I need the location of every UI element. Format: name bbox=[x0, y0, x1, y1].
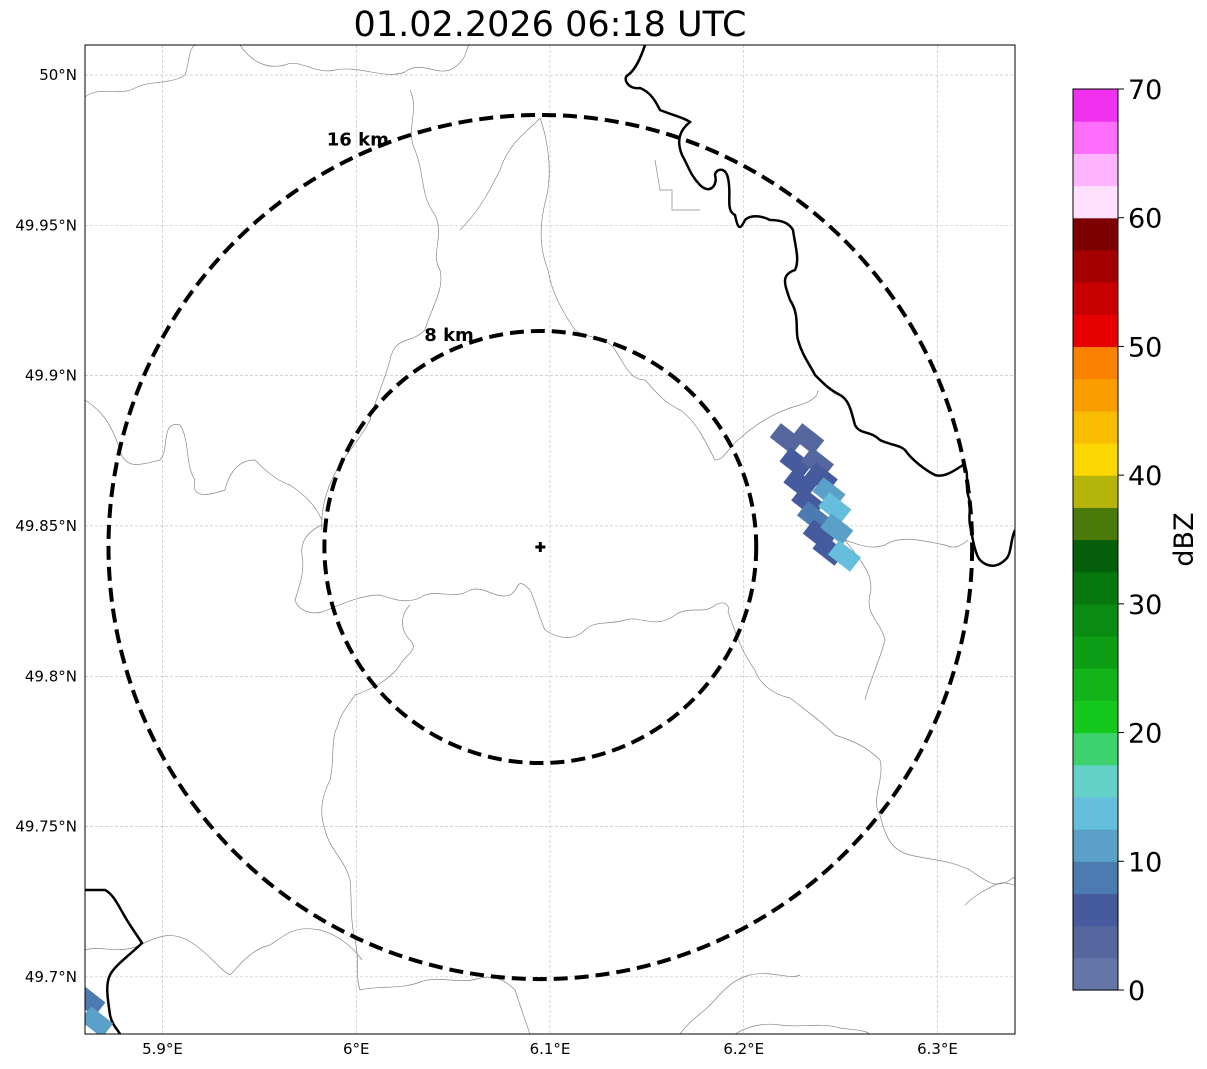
map-background bbox=[85, 45, 1015, 1034]
gridlines bbox=[85, 45, 1015, 1034]
lat-tick-label: 49.7°N bbox=[25, 968, 77, 986]
lon-tick-label: 6.1°E bbox=[530, 1040, 571, 1058]
colorbar-segment bbox=[1073, 796, 1118, 830]
colorbar-segment bbox=[1073, 893, 1118, 927]
colorbar-segment bbox=[1073, 925, 1118, 959]
lon-tick-label: 5.9°E bbox=[142, 1040, 183, 1058]
colorbar-segment bbox=[1073, 957, 1118, 991]
boundary-line bbox=[85, 45, 196, 98]
colorbar-segment bbox=[1073, 732, 1118, 766]
boundary-line bbox=[321, 583, 729, 638]
boundary-line bbox=[294, 524, 323, 614]
boundary-line bbox=[85, 399, 323, 521]
colorbar-tick-label: 60 bbox=[1128, 204, 1162, 235]
boundary-line bbox=[727, 611, 1015, 885]
radar-echoes bbox=[85, 423, 862, 1034]
colorbar-segment bbox=[1073, 121, 1118, 154]
axis-ticks: 49.7°N 49.75°N 49.8°N 49.85°N 49.9°N 49.95°N 5… bbox=[15, 66, 958, 1058]
colorbar-tick-label: 0 bbox=[1128, 976, 1145, 1007]
boundary-line bbox=[679, 973, 801, 1034]
echo-cell bbox=[779, 447, 813, 479]
range-ring bbox=[322, 328, 759, 766]
colorbar-segment bbox=[1073, 700, 1118, 734]
boundary-line bbox=[734, 1023, 871, 1034]
colorbar-tick-label: 40 bbox=[1128, 461, 1162, 492]
lon-tick-label: 6°E bbox=[343, 1040, 370, 1058]
colorbar-tick-label: 10 bbox=[1128, 847, 1162, 878]
colorbar-segment bbox=[1073, 282, 1118, 315]
colorbar-segment bbox=[1073, 185, 1118, 219]
echo-cell bbox=[820, 513, 854, 545]
colorbar-tick-label: 20 bbox=[1128, 719, 1162, 750]
lat-tick-label: 49.8°N bbox=[25, 667, 77, 685]
colorbar-tick-label: 30 bbox=[1128, 590, 1162, 621]
colorbar-segment bbox=[1073, 475, 1118, 508]
boundary-line bbox=[539, 117, 739, 461]
echo-cell bbox=[796, 501, 831, 533]
colorbar-segment bbox=[1073, 89, 1118, 122]
colorbar-segment bbox=[1073, 314, 1118, 348]
boundary-line bbox=[654, 159, 700, 211]
echo-cell bbox=[791, 423, 825, 455]
range-ring-label: 8 km bbox=[424, 325, 474, 346]
colorbar-segment bbox=[1073, 346, 1118, 380]
echo-cell bbox=[85, 1006, 114, 1034]
range-ring bbox=[106, 112, 975, 982]
colorbar-tick-label: 50 bbox=[1128, 332, 1162, 363]
colorbar-segment bbox=[1073, 378, 1118, 412]
boundary-line bbox=[321, 724, 421, 991]
colorbar-segment bbox=[1073, 442, 1118, 476]
colorbar-segment bbox=[1073, 603, 1118, 637]
range-rings: 8 km 16 km bbox=[106, 112, 975, 982]
border-line bbox=[85, 888, 144, 1034]
lat-tick-label: 49.95°N bbox=[15, 216, 77, 234]
range-ring-label: 16 km bbox=[327, 129, 389, 150]
lat-tick-label: 49.9°N bbox=[25, 367, 77, 385]
colorbar-segment bbox=[1073, 636, 1118, 669]
colorbar-segment bbox=[1073, 507, 1118, 541]
boundary-line bbox=[459, 117, 541, 231]
colorbar-segment bbox=[1073, 410, 1118, 444]
echo-cell bbox=[818, 492, 852, 524]
admin-boundaries bbox=[85, 45, 1015, 1034]
colorbar-segment bbox=[1073, 217, 1118, 251]
colorbar: 0 10 20 30 40 50 60 70 dBZ bbox=[1072, 75, 1200, 1007]
map-frame bbox=[84, 44, 1016, 1035]
lat-tick-label: 49.85°N bbox=[15, 517, 77, 535]
colorbar-segment bbox=[1073, 861, 1118, 895]
echo-cell bbox=[85, 985, 106, 1017]
boundary-line bbox=[844, 539, 886, 701]
lat-tick-label: 50°N bbox=[39, 66, 77, 84]
colorbar-segment bbox=[1073, 153, 1118, 187]
boundary-line bbox=[321, 89, 442, 531]
echo-cell bbox=[827, 540, 862, 572]
colorbar-segment bbox=[1073, 249, 1118, 283]
colorbar-segment bbox=[1073, 539, 1118, 573]
echo-cell bbox=[769, 423, 803, 455]
colorbar-segment bbox=[1073, 829, 1118, 862]
plot-title: 01.02.2026 06:18 UTC bbox=[353, 5, 747, 45]
colorbar-label: dBZ bbox=[1169, 512, 1200, 566]
colorbar-frame bbox=[1072, 88, 1119, 991]
colorbar-segment bbox=[1073, 571, 1118, 605]
boundary-line bbox=[737, 389, 819, 441]
lat-tick-label: 49.75°N bbox=[15, 818, 77, 836]
boundary-line bbox=[337, 604, 414, 726]
border-line bbox=[624, 45, 1015, 567]
radar-site-marker bbox=[535, 542, 546, 553]
boundary-line bbox=[239, 45, 471, 75]
lon-tick-label: 6.3°E bbox=[917, 1040, 958, 1058]
boundary-line bbox=[964, 882, 1015, 906]
colorbar-segment bbox=[1073, 764, 1118, 798]
colorbar-tick-label: 70 bbox=[1128, 75, 1162, 106]
lon-tick-label: 6.2°E bbox=[723, 1040, 764, 1058]
national-borders bbox=[85, 45, 1015, 1034]
colorbar-segment bbox=[1073, 668, 1118, 701]
boundary-line bbox=[844, 538, 969, 548]
